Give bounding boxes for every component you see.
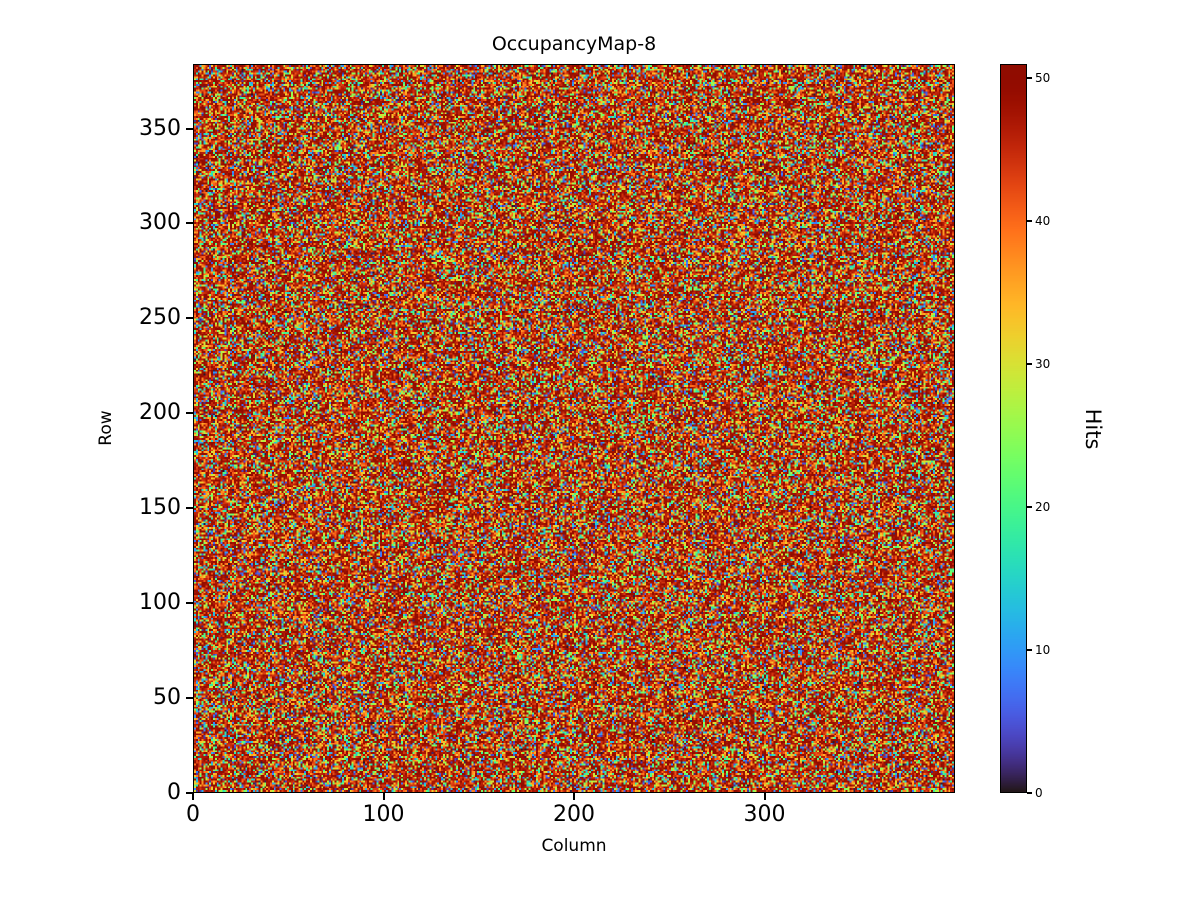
x-tick-mark [573,793,575,800]
heatmap-plot-area [193,64,955,793]
x-tick-label: 200 [553,802,595,827]
x-tick-label: 100 [362,802,405,827]
y-tick-label: 200 [139,400,181,426]
x-axis-label: Column [541,836,607,856]
y-tick-label: 50 [153,685,181,711]
y-tick-label: 300 [139,210,181,236]
y-tick-mark [186,317,193,320]
y-tick-label: 0 [167,780,181,805]
y-tick-mark [186,127,193,130]
y-tick-mark [186,792,193,794]
y-tick-mark [186,507,193,510]
colorbar-tick-label: 30 [1035,357,1051,372]
x-tick-label: 0 [186,802,200,827]
y-tick-mark [186,602,193,605]
colorbar-tick-mark [1027,792,1032,794]
y-tick-label: 250 [139,305,181,331]
heatmap-canvas [194,65,954,792]
y-axis-label: Row [96,410,116,446]
colorbar-tick-mark [1027,506,1032,509]
colorbar [1000,64,1027,793]
y-tick-mark [186,697,193,700]
y-tick-mark [186,412,193,415]
chart-title: OccupancyMap-8 [491,33,657,55]
colorbar-tick-label: 50 [1035,71,1051,86]
y-tick-mark [186,222,193,225]
x-tick-mark [763,793,766,800]
colorbar-tick-mark [1027,649,1032,652]
colorbar-tick-label: 40 [1035,214,1051,229]
colorbar-tick-mark [1027,363,1032,366]
y-tick-label: 100 [139,590,181,616]
colorbar-tick-mark [1027,220,1032,223]
x-tick-mark [382,793,385,800]
colorbar-tick-label: 0 [1035,786,1043,800]
x-tick-mark [192,793,194,800]
colorbar-tick-label: 20 [1035,500,1051,515]
colorbar-tick-mark [1027,77,1032,80]
colorbar-gradient-canvas [1001,65,1026,792]
x-tick-label: 300 [743,802,786,827]
y-tick-label: 150 [139,495,181,521]
colorbar-tick-label: 10 [1035,643,1051,658]
y-tick-label: 350 [139,115,181,141]
colorbar-label: Hits [1081,408,1105,450]
